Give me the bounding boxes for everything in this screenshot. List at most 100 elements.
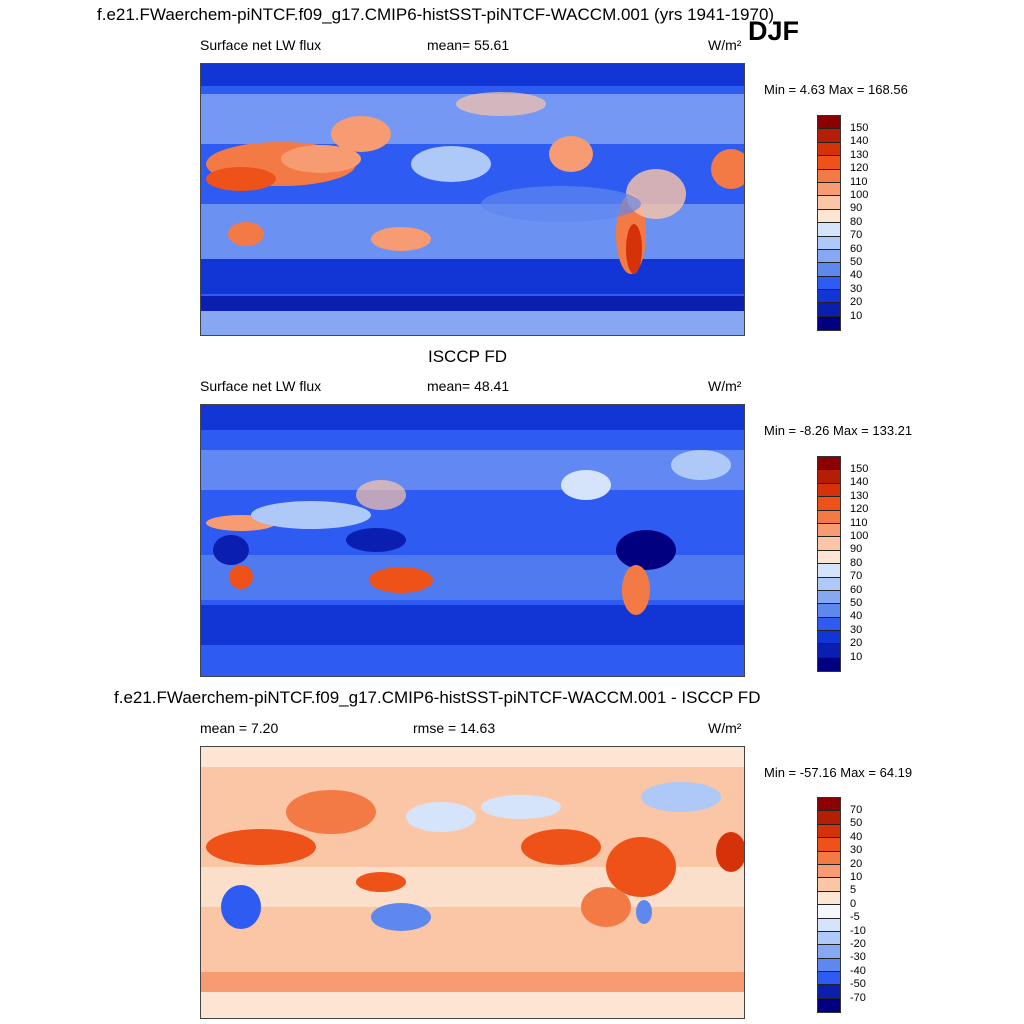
panel-2-colorbar-swatch — [818, 497, 840, 511]
panel-1-colorbar — [817, 115, 841, 332]
colorbar-tick: 150 — [850, 122, 869, 134]
panel-1-colorbar-swatch — [818, 209, 840, 224]
panel-3-rmse: rmse = 14.63 — [413, 720, 496, 736]
colorbar-tick: 50 — [850, 817, 863, 830]
panel-2-colorbar-swatch — [818, 457, 840, 471]
panel-2-colorbar-swatch — [818, 604, 840, 618]
colorbar-tick: 10 — [850, 871, 863, 883]
panel-1-colorbar-swatch — [818, 290, 840, 304]
panel-2-colorbar-swatch — [818, 657, 840, 672]
colorbar-tick: 80 — [850, 556, 863, 569]
panel-2-map-field — [201, 405, 744, 676]
colorbar-tick: 0 — [850, 897, 857, 910]
panel-3-colorbar-swatch — [818, 838, 840, 852]
panel-3-colorbar-swatch — [818, 918, 840, 932]
main-title: f.e21.FWaerchem-piNTCF.f09_g17.CMIP6-his… — [97, 5, 775, 24]
colorbar-tick: -30 — [850, 951, 866, 964]
colorbar-tick: 150 — [850, 463, 869, 475]
panel-2-colorbar-swatch — [818, 577, 840, 591]
colorbar-tick: 100 — [850, 189, 869, 201]
colorbar-tick: 90 — [850, 543, 863, 556]
panel-3-colorbar-swatch — [818, 945, 840, 959]
panel-1-colorbar-swatch — [818, 249, 840, 264]
panel-1-colorbar-swatch — [818, 129, 840, 143]
colorbar-tick: 120 — [850, 162, 869, 175]
colorbar-tick: 40 — [850, 269, 863, 282]
panel-1-units: W/m² — [708, 37, 742, 53]
colorbar-tick: -5 — [850, 911, 860, 924]
panel-1-colorbar-swatch — [818, 142, 840, 157]
panel-3-colorbar-swatch — [818, 905, 840, 919]
panel-2-units: W/m² — [708, 378, 742, 394]
panel-2-subtitle: ISCCP FD — [428, 347, 508, 366]
colorbar-tick: 70 — [850, 804, 863, 816]
panel-1-colorbar-swatch — [818, 303, 840, 317]
colorbar-tick: 90 — [850, 202, 863, 215]
panel-1-colorbar-swatch — [818, 169, 840, 183]
colorbar-tick: 10 — [850, 650, 863, 663]
panel-1-colorbar-swatch — [818, 236, 840, 250]
panel-1-colorbar-swatch — [818, 263, 840, 277]
panel-1-colorbar-swatch — [818, 196, 840, 210]
panel-2-variable-label: Surface net LW flux — [200, 378, 322, 394]
panel-3-colorbar-swatch — [818, 878, 840, 892]
colorbar-tick: 140 — [850, 135, 869, 148]
colorbar-tick: 70 — [850, 570, 863, 583]
colorbar-tick: -40 — [850, 964, 866, 977]
panel-2-minmax: Min = -8.26 Max = 133.21 — [764, 423, 913, 438]
colorbar-tick: 5 — [850, 884, 857, 897]
panel-3-minmax: Min = -57.16 Max = 64.19 — [764, 765, 913, 780]
colorbar-tick: 20 — [850, 296, 863, 309]
colorbar-tick: 130 — [850, 489, 869, 502]
panel-1-minmax: Min = 4.63 Max = 168.56 — [764, 82, 908, 97]
panel-2-colorbar — [817, 456, 841, 673]
colorbar-tick: 30 — [850, 282, 863, 295]
panel-2-colorbar-swatch — [818, 617, 840, 632]
colorbar-tick: -70 — [850, 991, 866, 1004]
colorbar-tick: 60 — [850, 583, 863, 596]
colorbar-tick: -50 — [850, 978, 866, 991]
colorbar-tick: 140 — [850, 476, 869, 489]
colorbar-tick: -20 — [850, 938, 866, 950]
panel-3-colorbar-swatch — [818, 851, 840, 865]
panel-2-colorbar-swatch — [818, 631, 840, 645]
colorbar-tick: -10 — [850, 924, 866, 937]
panel-2-colorbar-swatch — [818, 590, 840, 605]
colorbar-tick: 20 — [850, 857, 863, 870]
colorbar-tick: 50 — [850, 597, 863, 609]
colorbar-tick: 80 — [850, 215, 863, 228]
colorbar-tick: 110 — [850, 516, 868, 529]
panel-1-map-field — [201, 64, 744, 335]
colorbar-tick: 70 — [850, 229, 863, 242]
panel-3-colorbar-swatch — [818, 811, 840, 825]
panel-2-colorbar-swatch — [818, 537, 840, 551]
panel-1-colorbar-swatch — [818, 223, 840, 237]
panel-1-colorbar-swatch — [818, 116, 840, 130]
colorbar-tick: 10 — [850, 309, 863, 322]
season-label: DJF — [748, 16, 800, 46]
panel-1-variable-label: Surface net LW flux — [200, 37, 322, 53]
panel-3-colorbar-swatch — [818, 972, 840, 986]
panel-1-map — [200, 63, 745, 336]
panel-2-colorbar-swatch — [818, 644, 840, 658]
panel-1-colorbar-swatch — [818, 316, 840, 331]
colorbar-tick: 120 — [850, 503, 869, 516]
panel-3-units: W/m² — [708, 720, 742, 736]
colorbar-tick: 130 — [850, 148, 869, 161]
colorbar-tick: 30 — [850, 623, 863, 636]
panel-3-colorbar-swatch — [818, 998, 840, 1013]
panel-3-map — [200, 746, 745, 1019]
panel-3-colorbar — [817, 797, 841, 1014]
colorbar-tick: 40 — [850, 830, 863, 843]
panel-2-map — [200, 404, 745, 677]
panel-2-colorbar-swatch — [818, 523, 840, 538]
panel-3-colorbar-swatch — [818, 864, 840, 879]
colorbar-tick: 50 — [850, 256, 863, 268]
colorbar-tick: 30 — [850, 844, 863, 857]
panel-3-subtitle: f.e21.FWaerchem-piNTCF.f09_g17.CMIP6-his… — [114, 688, 761, 707]
panel-3-colorbar-swatch — [818, 985, 840, 999]
panel-1-colorbar-swatch — [818, 156, 840, 170]
panel-3-colorbar-swatch — [818, 824, 840, 839]
panel-2-colorbar-swatch — [818, 470, 840, 484]
panel-2-colorbar-swatch — [818, 564, 840, 578]
